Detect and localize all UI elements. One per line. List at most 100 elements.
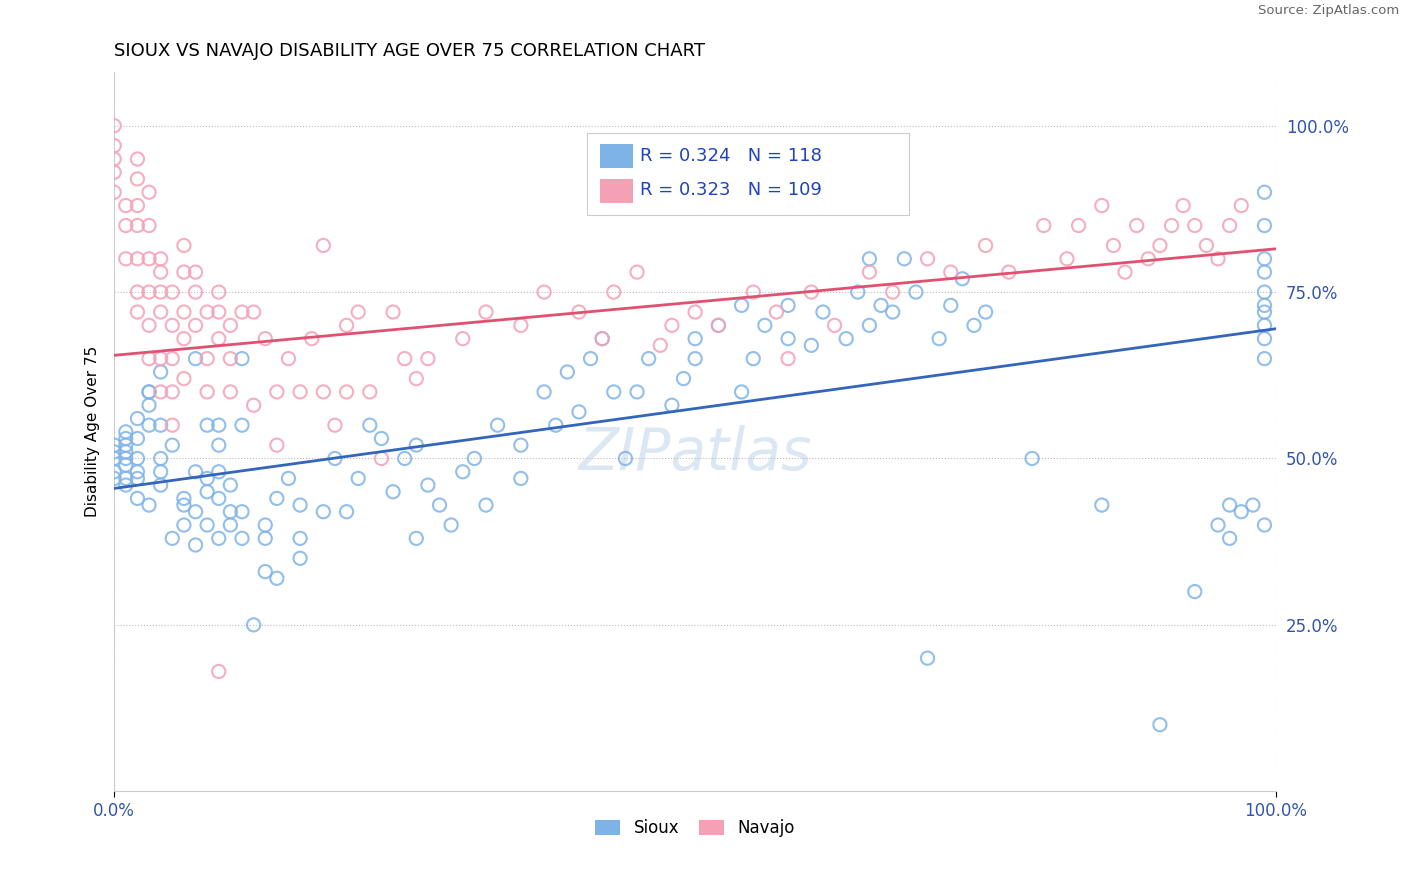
Point <box>1219 532 1241 546</box>
Point <box>1241 498 1264 512</box>
Point <box>184 351 207 366</box>
Point <box>800 338 823 352</box>
Point <box>149 465 172 479</box>
Point <box>254 532 277 546</box>
Point <box>149 365 172 379</box>
Point <box>1253 318 1275 333</box>
Point <box>114 471 136 485</box>
Point <box>127 491 149 506</box>
Point <box>486 418 509 433</box>
Point <box>195 484 218 499</box>
Point <box>149 252 172 266</box>
Point <box>103 471 125 485</box>
Point <box>195 351 218 366</box>
Point <box>173 305 195 319</box>
Point <box>778 351 800 366</box>
Point <box>730 384 752 399</box>
Point <box>288 498 311 512</box>
Point <box>974 305 997 319</box>
Point <box>184 318 207 333</box>
Point <box>1230 198 1253 212</box>
Point <box>184 505 207 519</box>
Point <box>173 332 195 346</box>
Point <box>707 318 730 333</box>
Point <box>870 298 893 312</box>
Point <box>138 398 160 412</box>
Point <box>509 318 531 333</box>
Point <box>231 418 253 433</box>
Point <box>382 484 405 499</box>
Point <box>405 371 427 385</box>
Point <box>103 186 125 200</box>
Point <box>149 384 172 399</box>
Point <box>138 219 160 233</box>
Point <box>288 532 311 546</box>
Point <box>963 318 986 333</box>
Point <box>742 351 765 366</box>
Point <box>661 318 683 333</box>
Point <box>683 332 706 346</box>
Point <box>173 498 195 512</box>
Point <box>103 438 125 452</box>
Point <box>742 285 765 299</box>
Point <box>544 418 567 433</box>
Point <box>1137 252 1160 266</box>
Point <box>603 285 626 299</box>
Point <box>114 219 136 233</box>
Point <box>509 471 531 485</box>
Point <box>266 491 288 506</box>
Point <box>208 491 231 506</box>
Point <box>208 332 231 346</box>
Point <box>103 445 125 459</box>
Point <box>1195 238 1218 252</box>
Point <box>127 411 149 425</box>
Point <box>683 351 706 366</box>
Point <box>195 305 218 319</box>
Point <box>173 371 195 385</box>
Point <box>138 252 160 266</box>
Point <box>347 305 370 319</box>
Point <box>858 252 880 266</box>
Point <box>394 451 416 466</box>
Point <box>242 398 264 412</box>
Point <box>672 371 695 385</box>
Point <box>998 265 1021 279</box>
Point <box>509 438 531 452</box>
Point <box>127 252 149 266</box>
Point <box>103 465 125 479</box>
Point <box>149 265 172 279</box>
Point <box>208 665 231 679</box>
Point <box>114 478 136 492</box>
Point <box>138 318 160 333</box>
Point <box>114 438 136 452</box>
Point <box>591 332 613 346</box>
Point <box>127 285 149 299</box>
Point <box>254 518 277 533</box>
Point <box>1219 498 1241 512</box>
Point <box>173 238 195 252</box>
Point <box>195 471 218 485</box>
Point <box>301 332 323 346</box>
Point <box>127 198 149 212</box>
Point <box>103 138 125 153</box>
Point <box>568 305 591 319</box>
Point <box>754 318 776 333</box>
Point <box>208 305 231 319</box>
Point <box>219 351 242 366</box>
Point <box>173 518 195 533</box>
Point <box>1149 238 1171 252</box>
Point <box>405 532 427 546</box>
Point <box>614 451 637 466</box>
Point <box>162 384 184 399</box>
Point <box>893 252 915 266</box>
Point <box>127 172 149 186</box>
Point <box>266 384 288 399</box>
Point <box>231 351 253 366</box>
Point <box>208 532 231 546</box>
Point <box>266 571 288 585</box>
Point <box>103 451 125 466</box>
Point <box>451 332 474 346</box>
Point <box>173 265 195 279</box>
Point <box>950 272 973 286</box>
Point <box>323 418 346 433</box>
